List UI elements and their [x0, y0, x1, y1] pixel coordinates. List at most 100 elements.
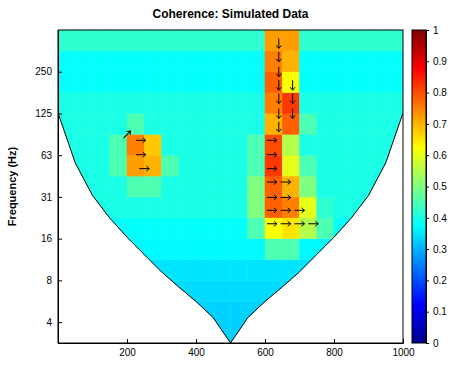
heatmap-cell: [75, 72, 92, 93]
heatmap-cell: [248, 134, 265, 155]
heatmap-cell: [110, 280, 127, 301]
heatmap-cell: [93, 72, 110, 93]
heatmap-cell: [179, 93, 196, 114]
heatmap-cell: [127, 259, 144, 280]
heatmap-cell: [248, 239, 265, 260]
heatmap-cell: [282, 30, 299, 51]
colorbar-tick-mark: [426, 249, 429, 250]
colorbar-tick: 0.8: [426, 87, 447, 98]
heatmap-cell: [162, 176, 179, 197]
heatmap-cell: [213, 280, 230, 301]
heatmap-cell: [334, 72, 351, 93]
heatmap-cell: [369, 30, 386, 51]
heatmap-cell: [231, 239, 248, 260]
colorbar-tick: 0.2: [426, 275, 447, 286]
heatmap-cell: [248, 51, 265, 72]
heatmap-cell: [282, 197, 299, 218]
y-tick-label: 8: [46, 275, 52, 286]
colorbar-tick-label: 0.7: [433, 119, 447, 130]
heatmap-cell: [179, 72, 196, 93]
heatmap-cell: [248, 218, 265, 239]
heatmap-cell: [369, 113, 386, 134]
heatmap-cell: [179, 301, 196, 322]
heatmap-cell: [351, 301, 368, 322]
y-axis-line: [58, 31, 59, 344]
heatmap-cell: [282, 301, 299, 322]
x-tick-mark: [127, 339, 128, 343]
heatmap-cell: [282, 134, 299, 155]
heatmap-cell: [351, 30, 368, 51]
phase-arrow: [267, 221, 277, 226]
colorbar-tick-mark: [426, 218, 429, 219]
phase-arrow: [290, 94, 295, 104]
heatmap-cell: [213, 30, 230, 51]
x-tick: 600: [257, 339, 274, 358]
heatmap-cell: [231, 259, 248, 280]
colorbar-tick-mark: [426, 312, 429, 313]
heatmap-cell: [110, 301, 127, 322]
heatmap-cell: [196, 72, 213, 93]
heatmap-cell: [75, 155, 92, 176]
heatmap-cell: [386, 51, 403, 72]
heatmap-cell: [93, 280, 110, 301]
heatmap-cell: [75, 259, 92, 280]
heatmap-cell: [110, 259, 127, 280]
heatmap-cell: [282, 218, 299, 239]
colorbar-tick: 0.1: [426, 306, 447, 317]
heatmap-cell: [248, 176, 265, 197]
heatmap-cell: [231, 72, 248, 93]
colorbar-tick-label: 1: [433, 25, 439, 36]
heatmap-cell: [265, 322, 282, 343]
heatmap-cell: [144, 280, 161, 301]
colorbar-tick-mark: [426, 30, 429, 31]
heatmap-cell: [265, 239, 282, 260]
heatmap-cell: [127, 280, 144, 301]
heatmap-cell: [317, 72, 334, 93]
heatmap-cell: [265, 197, 282, 218]
heatmap-cell: [282, 72, 299, 93]
phase-arrow: [122, 129, 133, 140]
colorbar-tick: 0.7: [426, 119, 447, 130]
heatmap-cell: [127, 93, 144, 114]
heatmap-cell: [110, 30, 127, 51]
y-tick: 125: [35, 108, 62, 119]
heatmap-cell: [369, 72, 386, 93]
heatmap-cell: [282, 93, 299, 114]
heatmap-cell: [351, 218, 368, 239]
colorbar-axis: 00.10.20.30.40.50.60.70.80.91: [426, 25, 447, 349]
heatmap-cell: [213, 218, 230, 239]
heatmap-cell: [248, 197, 265, 218]
heatmap-cell: [351, 259, 368, 280]
heatmap-cell: [127, 239, 144, 260]
heatmap-cell: [369, 259, 386, 280]
y-tick-label: 63: [41, 150, 53, 161]
heatmap-cell: [248, 155, 265, 176]
heatmap-cell: [127, 30, 144, 51]
colorbar-tick-mark: [426, 124, 429, 125]
x-tick-label: 400: [188, 347, 205, 358]
heatmap-cell: [179, 155, 196, 176]
heatmap-cell: [179, 176, 196, 197]
heatmap-cell: [58, 280, 75, 301]
phase-arrow: [276, 52, 281, 62]
heatmap-cell: [334, 259, 351, 280]
heatmap-cell: [127, 301, 144, 322]
heatmap-cell: [58, 197, 75, 218]
heatmap-cell: [231, 134, 248, 155]
heatmap-cell: [162, 322, 179, 343]
phase-arrow: [136, 138, 146, 143]
heatmap-cell: [282, 176, 299, 197]
heatmap-cell: [93, 155, 110, 176]
y-tick-mark: [58, 72, 62, 73]
heatmap-cell: [369, 301, 386, 322]
x-tick-label: 1000: [392, 347, 415, 358]
heatmap-cell: [334, 134, 351, 155]
heatmap-cell: [213, 134, 230, 155]
heatmap-cell: [93, 301, 110, 322]
y-tick-mark: [58, 239, 62, 240]
phase-arrow: [290, 80, 295, 90]
heatmap-cell: [386, 30, 403, 51]
x-tick: 800: [326, 339, 343, 358]
y-tick-label: 31: [41, 192, 53, 203]
heatmap-cell: [369, 51, 386, 72]
